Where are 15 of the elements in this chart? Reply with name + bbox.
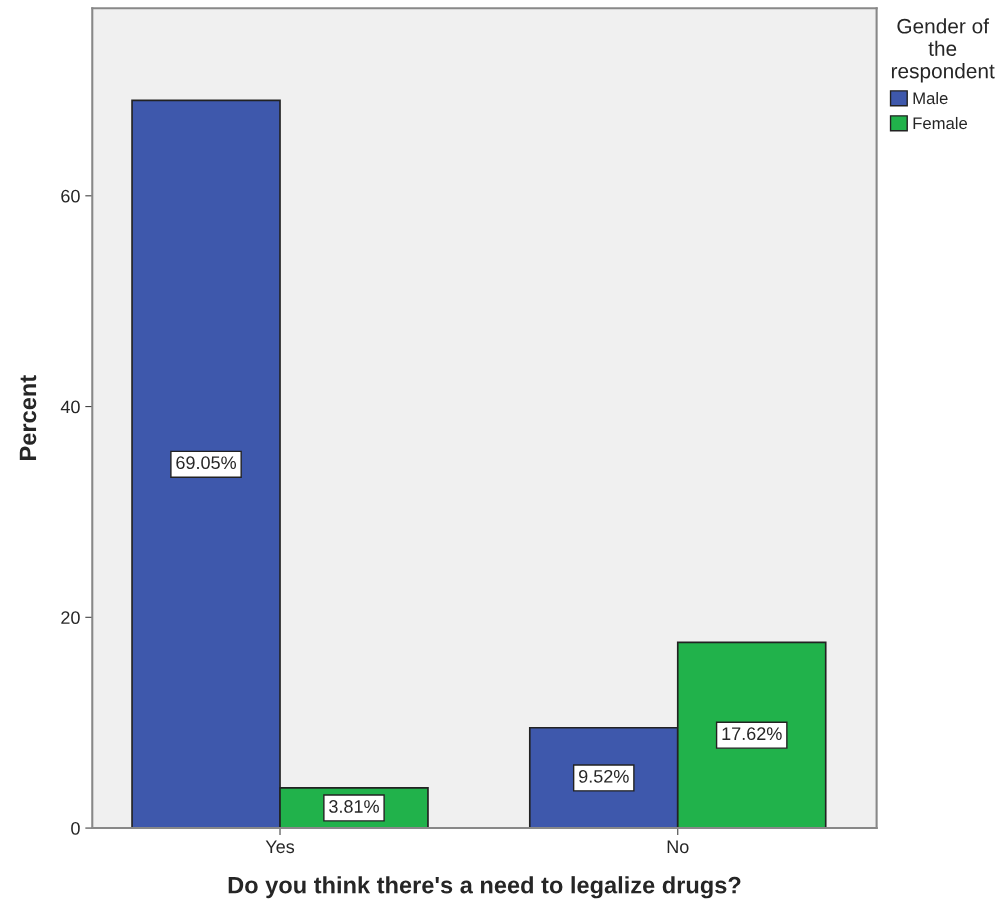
legend-label: Male (913, 91, 948, 105)
x-axis-title: Do you think there's a need to legalize drugs? (228, 876, 741, 899)
y-tick-label: 0 (71, 822, 80, 835)
data-label: 3.81% (329, 800, 379, 813)
x-tick-label: Yes (265, 840, 295, 854)
data-label: 17.62% (722, 727, 782, 741)
y-tick-label: 40 (60, 400, 80, 414)
y-tick-label: 20 (61, 611, 80, 625)
y-tick-label: 60 (61, 189, 80, 203)
y-axis-title: Percent (19, 375, 37, 460)
data-label: 69.05% (176, 456, 237, 470)
data-label: 9.52% (579, 769, 629, 783)
legend-title: Gender of the respondent (891, 18, 995, 83)
legend-label: Female (913, 116, 968, 130)
x-tick-label: No (667, 840, 689, 854)
